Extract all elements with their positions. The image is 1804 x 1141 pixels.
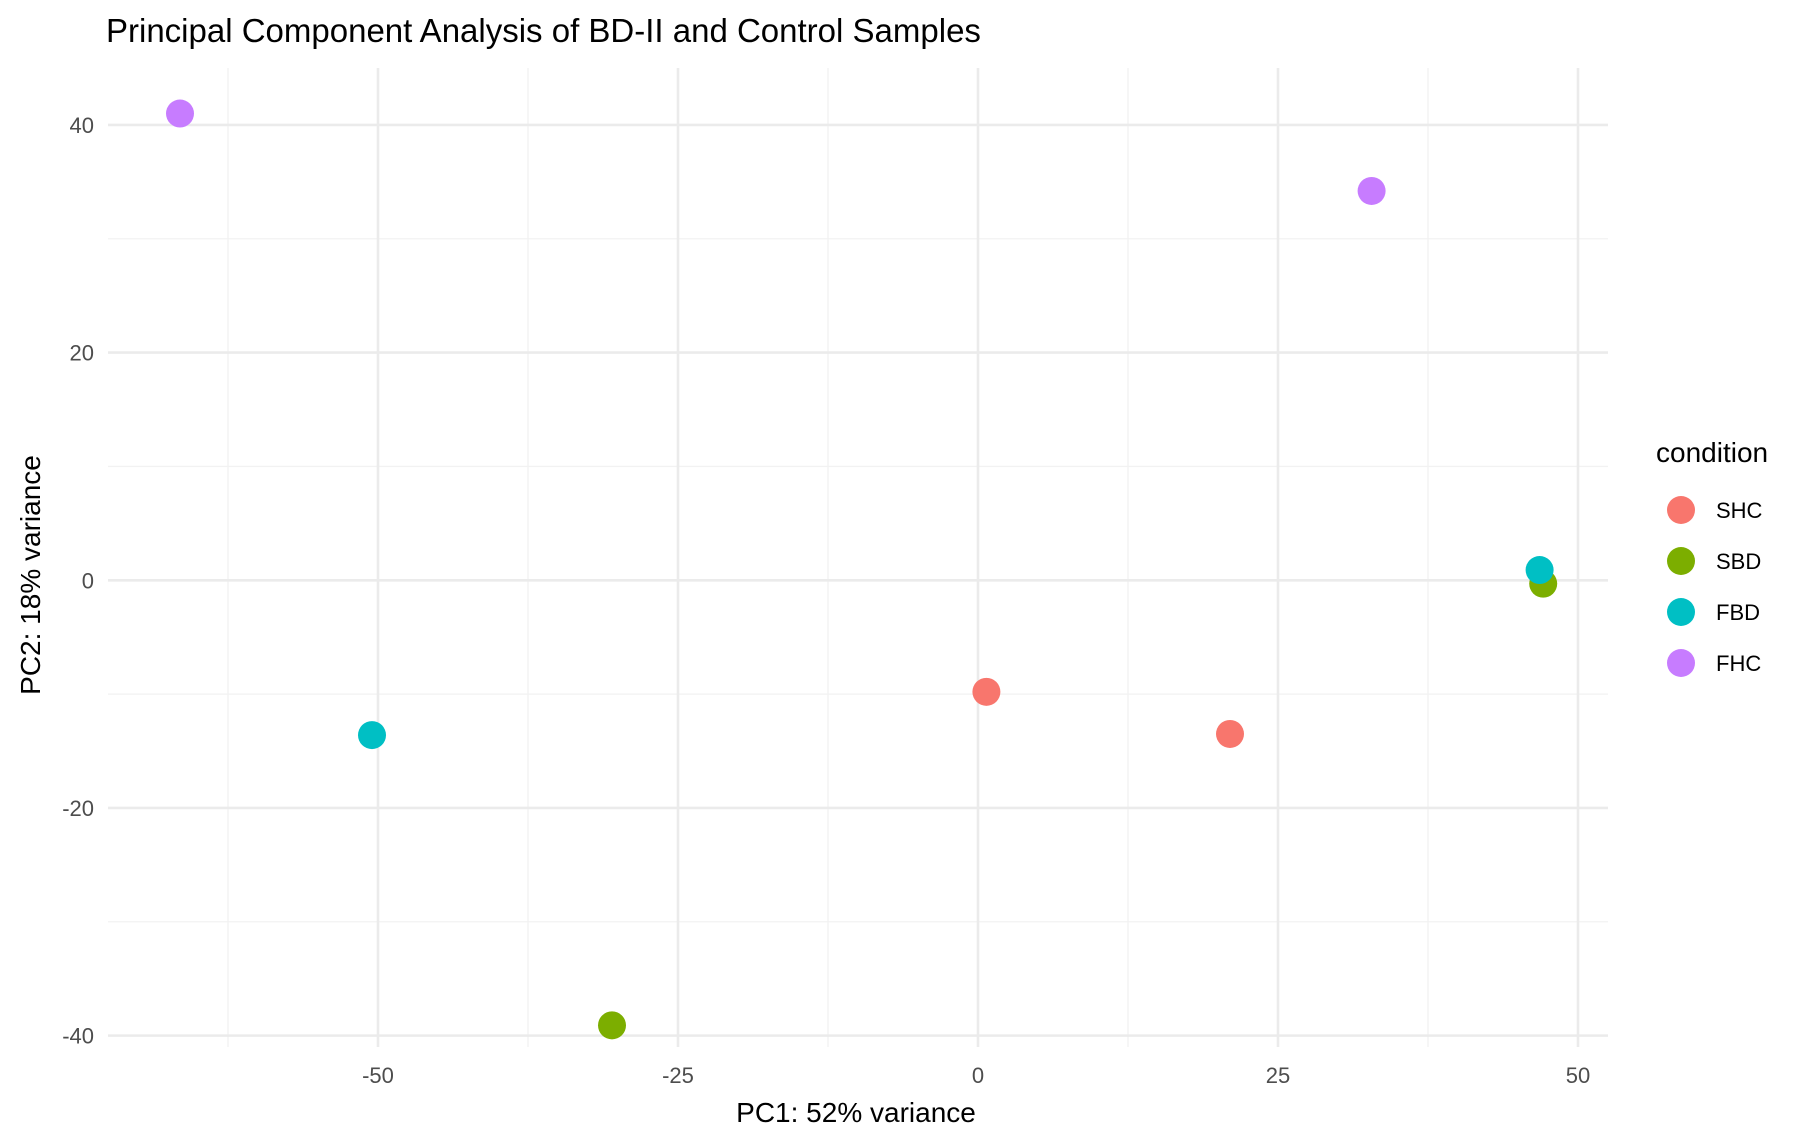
legend-items: SHC SBD FBD FHC xyxy=(1667,496,1763,677)
point-sbd xyxy=(598,1011,626,1040)
point-fbd xyxy=(1525,556,1554,585)
x-tick-label: -25 xyxy=(662,1063,694,1088)
legend-label-fhc: FHC xyxy=(1716,651,1761,676)
point-fhc xyxy=(1357,176,1386,205)
y-axis-tick-labels: -40 -20 0 20 40 xyxy=(62,113,94,1049)
legend-title: condition xyxy=(1656,437,1768,468)
x-axis-title: PC1: 52% variance xyxy=(736,1097,976,1128)
legend-key-shc xyxy=(1667,496,1695,524)
legend-key-sbd xyxy=(1667,547,1695,575)
y-tick-label: 0 xyxy=(82,568,94,593)
legend-label-shc: SHC xyxy=(1716,498,1763,523)
legend: condition SHC SBD FBD FHC xyxy=(1656,437,1768,677)
x-tick-label: 0 xyxy=(972,1063,984,1088)
point-fhc xyxy=(166,99,194,128)
x-tick-label: 25 xyxy=(1266,1063,1290,1088)
legend-label-sbd: SBD xyxy=(1716,549,1761,574)
y-tick-label: 40 xyxy=(70,113,94,138)
point-shc xyxy=(1216,719,1244,748)
legend-key-fhc xyxy=(1667,649,1695,677)
point-fbd xyxy=(358,721,386,750)
major-gridlines xyxy=(108,68,1608,1047)
point-shc xyxy=(972,677,1001,706)
data-points xyxy=(166,99,1558,1040)
chart-title: Principal Component Analysis of BD-II an… xyxy=(106,12,981,49)
y-axis-title: PC2: 18% variance xyxy=(15,455,46,695)
x-axis-tick-labels: -50 -25 0 25 50 xyxy=(362,1063,1590,1088)
x-tick-label: 50 xyxy=(1566,1063,1590,1088)
y-tick-label: 20 xyxy=(70,341,94,366)
legend-key-fbd xyxy=(1667,598,1695,626)
minor-gridlines xyxy=(108,68,1608,1047)
y-tick-label: -40 xyxy=(62,1024,94,1049)
x-tick-label: -50 xyxy=(362,1063,394,1088)
legend-label-fbd: FBD xyxy=(1716,600,1760,625)
y-tick-label: -20 xyxy=(62,796,94,821)
